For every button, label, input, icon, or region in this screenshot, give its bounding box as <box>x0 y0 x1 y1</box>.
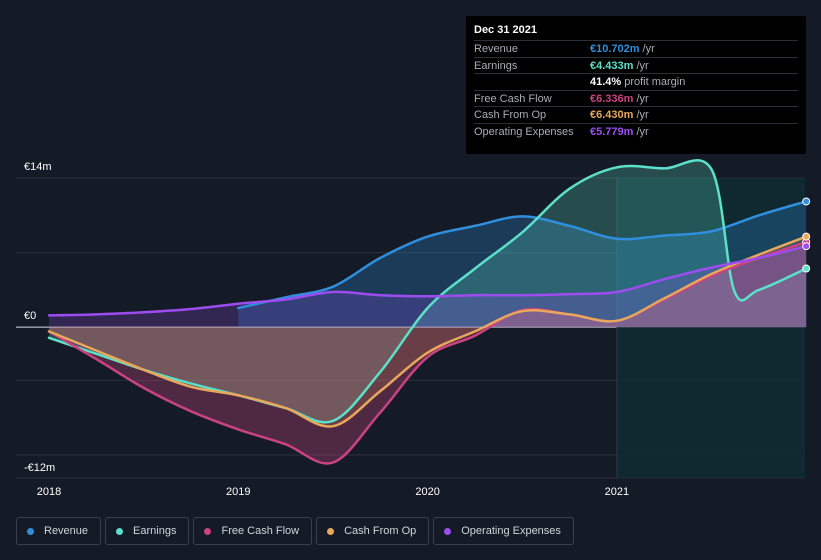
tooltip-row-label: Cash From Op <box>474 109 547 121</box>
legend-label: Revenue <box>44 525 89 537</box>
legend-item-free-cash-flow[interactable]: Free Cash Flow <box>193 517 313 545</box>
highlight-rect <box>616 178 805 478</box>
cash-from-op-line <box>47 235 808 428</box>
legend-dot-icon <box>116 527 124 535</box>
x-tick-label: 2020 <box>415 486 439 498</box>
tooltip-row-value: €5.779m <box>590 125 634 138</box>
tooltip-row-label: Operating Expenses <box>474 125 574 138</box>
tooltip-row: Earnings €4.433m/yr <box>474 56 798 74</box>
tooltip-row: Free Cash Flow €6.336m/yr <box>474 89 798 107</box>
tooltip-row-value: €6.336m <box>590 92 634 105</box>
legend-label: Operating Expenses <box>461 525 561 537</box>
cash-from-op-area <box>49 236 807 427</box>
y-tick-label: €14m <box>24 161 52 173</box>
series-lines <box>47 158 808 465</box>
tooltip-date: Dec 31 2021 <box>474 24 537 36</box>
operating-expenses-end-dot <box>802 242 811 251</box>
tooltip-row-unit: /yr <box>642 43 655 55</box>
tooltip-row-value: 41.4% <box>590 76 622 88</box>
operating-expenses-line <box>47 244 808 317</box>
earnings-end-dot <box>802 264 811 273</box>
legend-dot-icon <box>27 527 34 535</box>
cash-from-op-end-dot <box>802 232 811 241</box>
y-axis-labels: €14m €0 -€12m <box>24 161 55 474</box>
legend-item-operating-expenses[interactable]: Operating Expenses <box>433 517 574 545</box>
tooltip-row-unit: /yr <box>636 59 649 72</box>
tooltip-row-label <box>474 74 590 90</box>
tooltip-row-unit: /yr <box>636 109 649 121</box>
legend-item-cash-from-op[interactable]: Cash From Op <box>316 517 430 545</box>
legend-item-revenue[interactable]: Revenue <box>16 517 102 545</box>
x-tick-label: 2021 <box>605 486 629 498</box>
legend-dot-icon <box>444 527 452 535</box>
revenue-line <box>237 200 808 310</box>
tooltip-row-label: Earnings <box>474 59 518 72</box>
revenue-end-dot <box>802 197 811 206</box>
legend-label: Earnings <box>133 525 177 537</box>
tooltip-row-unit: /yr <box>636 125 649 138</box>
y-tick-label: €0 <box>24 310 36 322</box>
tooltip-row: Revenue €10.702m/yr <box>474 40 798 57</box>
legend-dot-icon <box>327 527 335 535</box>
x-tick-label: 2019 <box>226 486 250 498</box>
tooltip-row: Cash From Op €6.430m/yr <box>474 106 798 123</box>
tooltip-panel: Dec 31 2021 Revenue €10.702m/yr Earnings €4… <box>466 16 806 154</box>
tooltip-row: Operating Expenses €5.779m/yr <box>474 122 798 140</box>
highlight-region <box>616 178 805 478</box>
earnings-line <box>47 158 808 424</box>
series-end-dots <box>802 197 811 273</box>
tooltip-row-label: Free Cash Flow <box>474 92 552 105</box>
x-axis-labels: 2018 2019 2020 2021 <box>37 486 629 498</box>
y-tick-label: -€12m <box>24 462 55 474</box>
tooltip-row-unit: /yr <box>636 92 649 105</box>
tooltip-row: 41.4% profit margin <box>474 73 798 90</box>
tooltip-row-label: Revenue <box>474 43 519 55</box>
tooltip-row-value: €6.430m <box>590 109 634 121</box>
legend-label: Cash From Op <box>344 525 417 537</box>
tooltip-rows: Revenue €10.702m/yr Earnings €4.433m/yr 41.4… <box>474 40 798 139</box>
tooltip-row-unit: profit margin <box>624 76 686 88</box>
legend-dot-icon <box>204 527 212 535</box>
chart-area: €14m €0 -€12m 2018 2019 2020 2021 <box>16 158 811 498</box>
x-tick-label: 2018 <box>37 486 61 498</box>
legend: Revenue Earnings Free Cash Flow Cash From O… <box>16 517 574 545</box>
earnings-area <box>49 160 807 423</box>
legend-label: Free Cash Flow <box>221 525 300 537</box>
legend-item-earnings[interactable]: Earnings <box>105 517 190 545</box>
tooltip-row-value: €10.702m <box>590 43 640 55</box>
tooltip-row-value: €4.433m <box>590 59 634 72</box>
